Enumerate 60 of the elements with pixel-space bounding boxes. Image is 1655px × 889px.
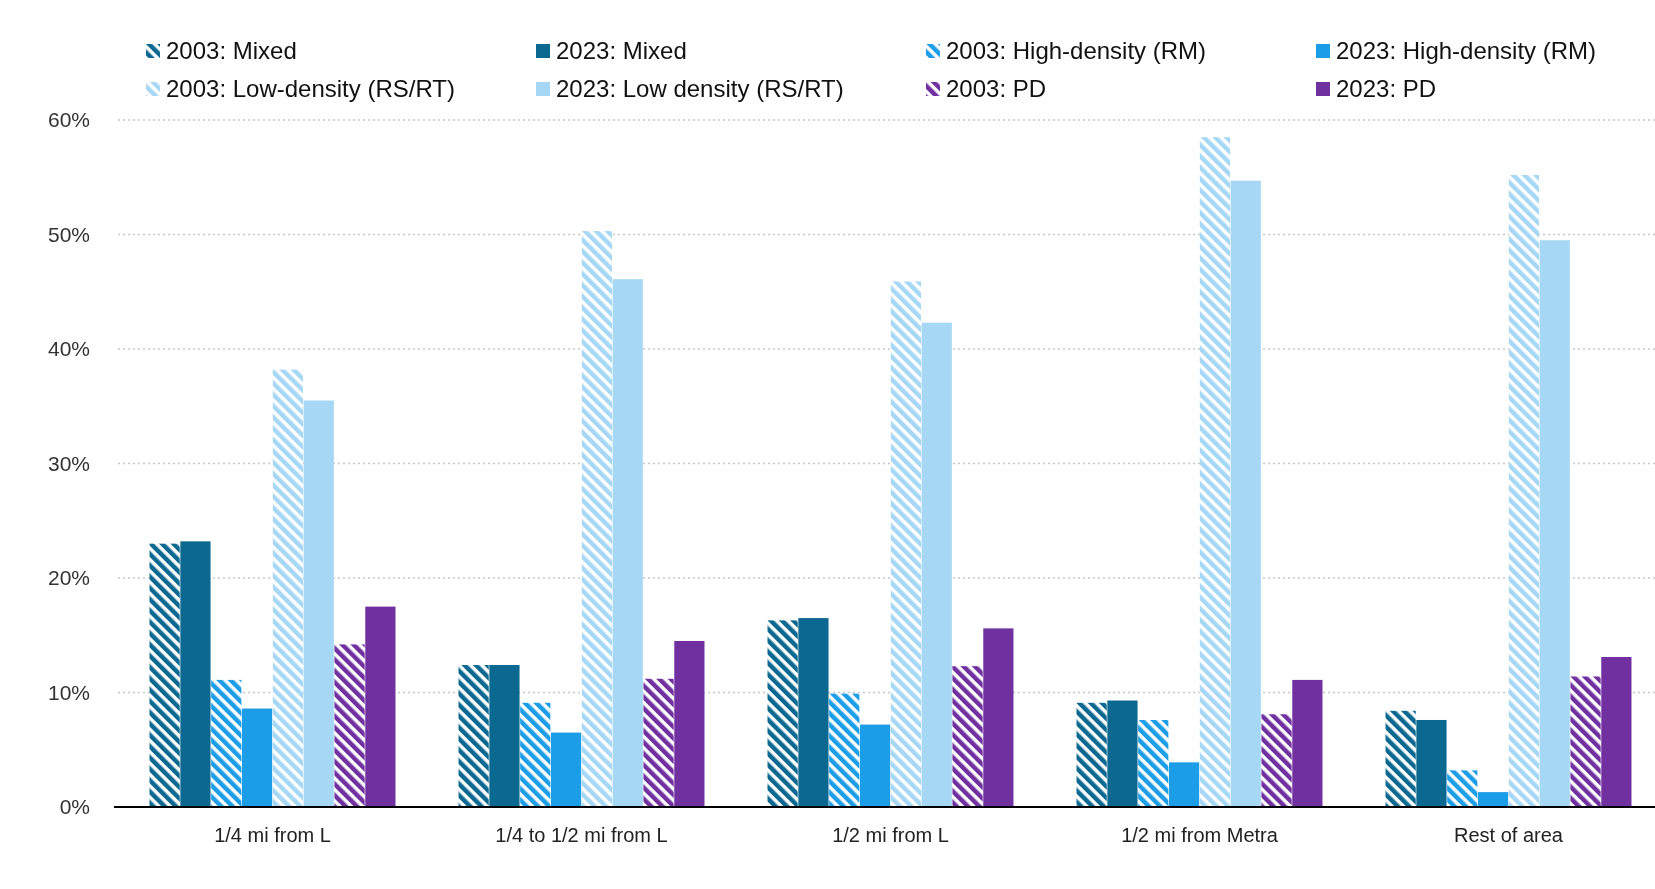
legend-label: 2003: High-density (RM) [946,37,1207,65]
bar [983,628,1014,807]
x-tick-label: 1/4 mi from L [214,824,331,846]
x-tick-label: 1/2 mi from L [832,824,949,846]
y-tick-label: 10% [47,680,90,704]
y-tick-label: 60% [47,108,90,132]
bar [303,400,334,807]
bar [921,322,952,807]
legend-label: 2003: PD [946,75,1047,103]
bar [489,665,520,807]
bar [1168,762,1200,807]
bar [211,679,242,807]
bar [180,541,211,807]
x-tick-label: Rest of area [1454,824,1564,846]
x-tick-label: 1/4 to 1/2 mi from L [495,824,668,846]
y-tick-label: 20% [47,566,90,590]
bar [365,606,396,807]
y-tick-label: 0% [59,795,90,819]
bar [458,665,489,807]
bar [520,702,551,807]
bar [1601,657,1632,807]
bar [1508,174,1540,807]
bar [1107,700,1138,807]
bar [829,693,860,807]
bar [1477,792,1509,807]
bar [550,732,582,807]
legend-label: 2003: Mixed [166,37,297,65]
bar [1570,676,1601,807]
y-tick-label: 40% [47,337,90,361]
bar [859,724,891,807]
legend-label: 2023: Low density (RS/RT) [556,75,844,103]
bar [674,640,705,807]
bar [581,231,613,807]
bar [1230,180,1261,807]
bar [149,543,180,807]
bar [1385,710,1416,807]
bar [1261,714,1292,807]
y-tick-label: 30% [47,451,90,475]
legend-label: 2023: PD [1336,75,1437,103]
legend-label: 2003: Low-density (RS/RT) [166,75,456,103]
bar [952,666,983,807]
bar [798,618,829,807]
legend-label: 2023: High-density (RM) [1336,37,1597,65]
x-tick-label: 1/2 mi from Metra [1121,824,1279,846]
bar [1447,770,1478,807]
bar [1292,679,1323,807]
bar [241,708,273,807]
bar [1138,719,1169,807]
y-tick-label: 50% [47,222,90,246]
bar [1076,702,1107,807]
bar [1416,719,1447,807]
bar [1539,240,1570,807]
bar [643,678,674,807]
bar [1199,137,1231,807]
bar [890,281,922,807]
bar [334,644,365,807]
bar [767,620,798,807]
bar [612,279,643,807]
bar [272,369,304,807]
legend-label: 2023: Mixed [556,37,687,65]
